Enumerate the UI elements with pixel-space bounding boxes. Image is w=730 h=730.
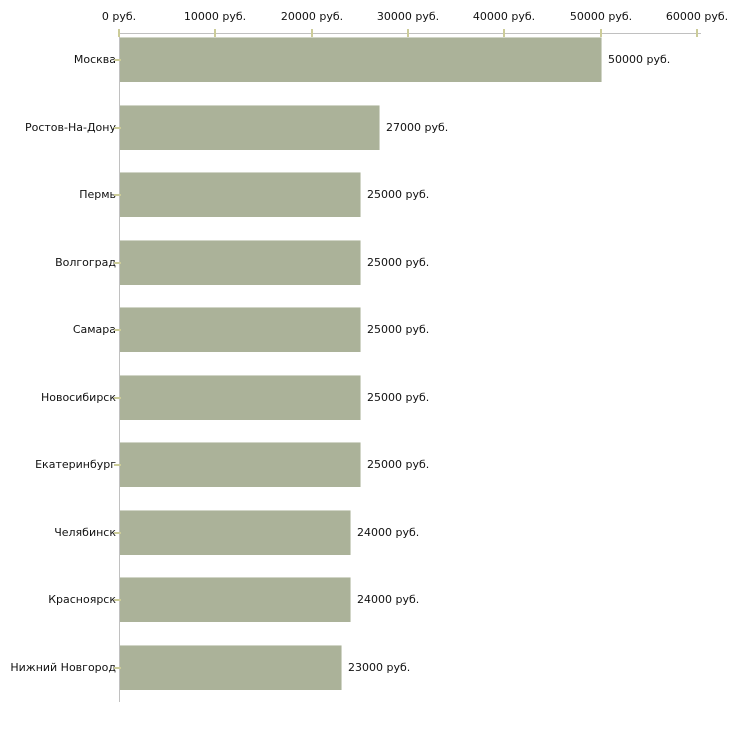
bar-value-label: 25000 руб. <box>367 188 430 201</box>
bar <box>120 442 361 487</box>
x-axis-tick-label: 30000 руб. <box>376 10 440 23</box>
x-axis-tick-label: 20000 руб. <box>280 10 344 23</box>
bar <box>120 105 380 150</box>
bar <box>120 375 361 420</box>
bar <box>120 307 361 352</box>
category-tick <box>114 59 121 61</box>
x-axis-tick-label: 60000 руб. <box>665 10 729 23</box>
category-tick <box>114 262 121 264</box>
category-label: Пермь <box>79 188 116 201</box>
x-axis-tick-label: 0 руб. <box>101 10 137 23</box>
x-axis-tick <box>311 29 313 37</box>
category-label: Нижний Новгород <box>10 661 116 674</box>
y-axis-line <box>119 33 120 702</box>
bar-value-label: 24000 руб. <box>357 593 420 606</box>
category-tick <box>114 667 121 669</box>
bar <box>120 510 351 555</box>
x-axis-tick <box>118 29 120 37</box>
bar-value-label: 25000 руб. <box>367 458 430 471</box>
category-label: Ростов-На-Дону <box>24 121 116 134</box>
category-label: Челябинск <box>54 526 116 539</box>
category-tick <box>114 464 121 466</box>
category-label: Москва <box>73 53 116 66</box>
category-tick <box>114 532 121 534</box>
x-axis-tick-label: 40000 руб. <box>472 10 536 23</box>
category-tick <box>114 329 121 331</box>
x-axis-tick <box>407 29 409 37</box>
bar-value-label: 24000 руб. <box>357 526 420 539</box>
bar-value-label: 25000 руб. <box>367 256 430 269</box>
bar <box>120 240 361 285</box>
bar-value-label: 27000 руб. <box>386 121 449 134</box>
bar <box>120 645 342 690</box>
x-axis-line <box>119 33 701 34</box>
category-label: Красноярск <box>48 593 116 606</box>
category-tick <box>114 127 121 129</box>
bar <box>120 172 361 217</box>
bar-value-label: 25000 руб. <box>367 391 430 404</box>
category-label: Волгоград <box>55 256 116 269</box>
x-axis-tick <box>503 29 505 37</box>
x-axis-tick-label: 50000 руб. <box>569 10 633 23</box>
x-axis-tick <box>696 29 698 37</box>
category-tick <box>114 397 121 399</box>
bar <box>120 37 602 82</box>
bar-value-label: 23000 руб. <box>348 661 411 674</box>
bar <box>120 577 351 622</box>
category-label: Екатеринбург <box>35 458 116 471</box>
x-axis-tick <box>600 29 602 37</box>
category-tick <box>114 599 121 601</box>
bar-value-label: 25000 руб. <box>367 323 430 336</box>
bar-value-label: 50000 руб. <box>608 53 671 66</box>
category-label: Новосибирск <box>40 391 116 404</box>
x-axis-tick <box>214 29 216 37</box>
category-label: Самара <box>72 323 116 336</box>
x-axis-tick-label: 10000 руб. <box>183 10 247 23</box>
category-tick <box>114 194 121 196</box>
